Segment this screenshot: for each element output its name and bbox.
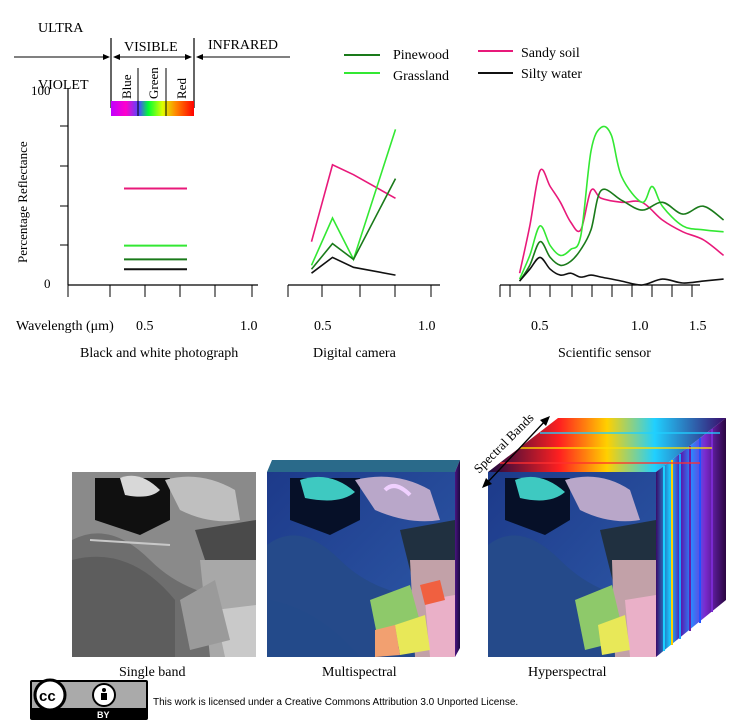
legend: Pinewood Grassland Sandy soil Silty wate… xyxy=(344,46,582,84)
series-sandy-soil xyxy=(310,163,396,242)
legend-label-pinewood: Pinewood xyxy=(393,48,449,63)
label-violet: VIOLET xyxy=(38,78,89,93)
panel-bw: Wavelength (μm) 0.5 1.0 Black and white … xyxy=(16,187,258,361)
dc-caption: Digital camera xyxy=(313,346,397,361)
multispectral-image xyxy=(267,460,460,657)
ss-tick-1-5: 1.5 xyxy=(689,319,707,334)
ss-tick-0-5: 0.5 xyxy=(531,319,549,334)
panel-sensor: 0.5 1.0 1.5 Scientific sensor xyxy=(499,125,725,361)
digital-series xyxy=(310,129,397,276)
legend-label-grassland: Grassland xyxy=(393,69,449,84)
series-pinewood xyxy=(518,188,725,282)
label-infrared: INFRARED xyxy=(208,38,278,53)
y-axis: 100 0 Percentage Reflectance xyxy=(15,83,69,291)
series-sandy-soil xyxy=(518,168,725,274)
sensor-series xyxy=(518,125,725,286)
ss-caption: Scientific sensor xyxy=(558,346,651,361)
bw-tick-1-0: 1.0 xyxy=(240,319,258,334)
y-axis-label: Percentage Reflectance xyxy=(15,141,30,263)
band-label-green: Green xyxy=(146,67,161,99)
x-axis-label: Wavelength (μm) xyxy=(16,319,114,334)
series-grassland xyxy=(518,125,724,280)
hyperspectral-image xyxy=(488,418,726,657)
y-tick-max: 100 xyxy=(31,83,51,98)
band-label-red: Red xyxy=(174,78,189,99)
legend-label-sandy-soil: Sandy soil xyxy=(521,46,580,61)
series-silty-water xyxy=(518,256,724,286)
panel-digital: 0.5 1.0 Digital camera xyxy=(287,129,440,361)
label-single-band: Single band xyxy=(119,665,186,680)
series-grassland xyxy=(310,129,397,266)
series-pinewood xyxy=(310,178,397,270)
label-ultra: ULTRA xyxy=(38,21,84,36)
band-label-blue: Blue xyxy=(119,74,134,99)
y-tick-min: 0 xyxy=(44,276,51,291)
single-band-image xyxy=(72,472,256,657)
bw-series xyxy=(124,187,187,271)
license-text[interactable]: This work is licensed under a Creative C… xyxy=(153,697,518,708)
series-silty-water xyxy=(311,256,396,276)
label-multispectral: Multispectral xyxy=(322,665,397,680)
bw-caption: Black and white photograph xyxy=(80,346,238,361)
bw-tick-0-5: 0.5 xyxy=(136,319,154,334)
visible-spectrum-bar xyxy=(111,101,194,116)
label-hyperspectral: Hyperspectral xyxy=(528,665,607,680)
spectrum-header: ULTRA VIOLET VISIBLE INFRARED Blue Green… xyxy=(14,21,290,116)
legend-label-silty-water: Silty water xyxy=(521,67,582,82)
dc-tick-0-5: 0.5 xyxy=(314,319,332,334)
license-badge: cc BY xyxy=(30,678,148,720)
dc-tick-1-0: 1.0 xyxy=(418,319,436,334)
by-label: BY xyxy=(97,710,110,720)
cc-icon: cc xyxy=(39,688,56,705)
ss-tick-1-0: 1.0 xyxy=(631,319,649,334)
label-visible: VISIBLE xyxy=(124,40,178,55)
